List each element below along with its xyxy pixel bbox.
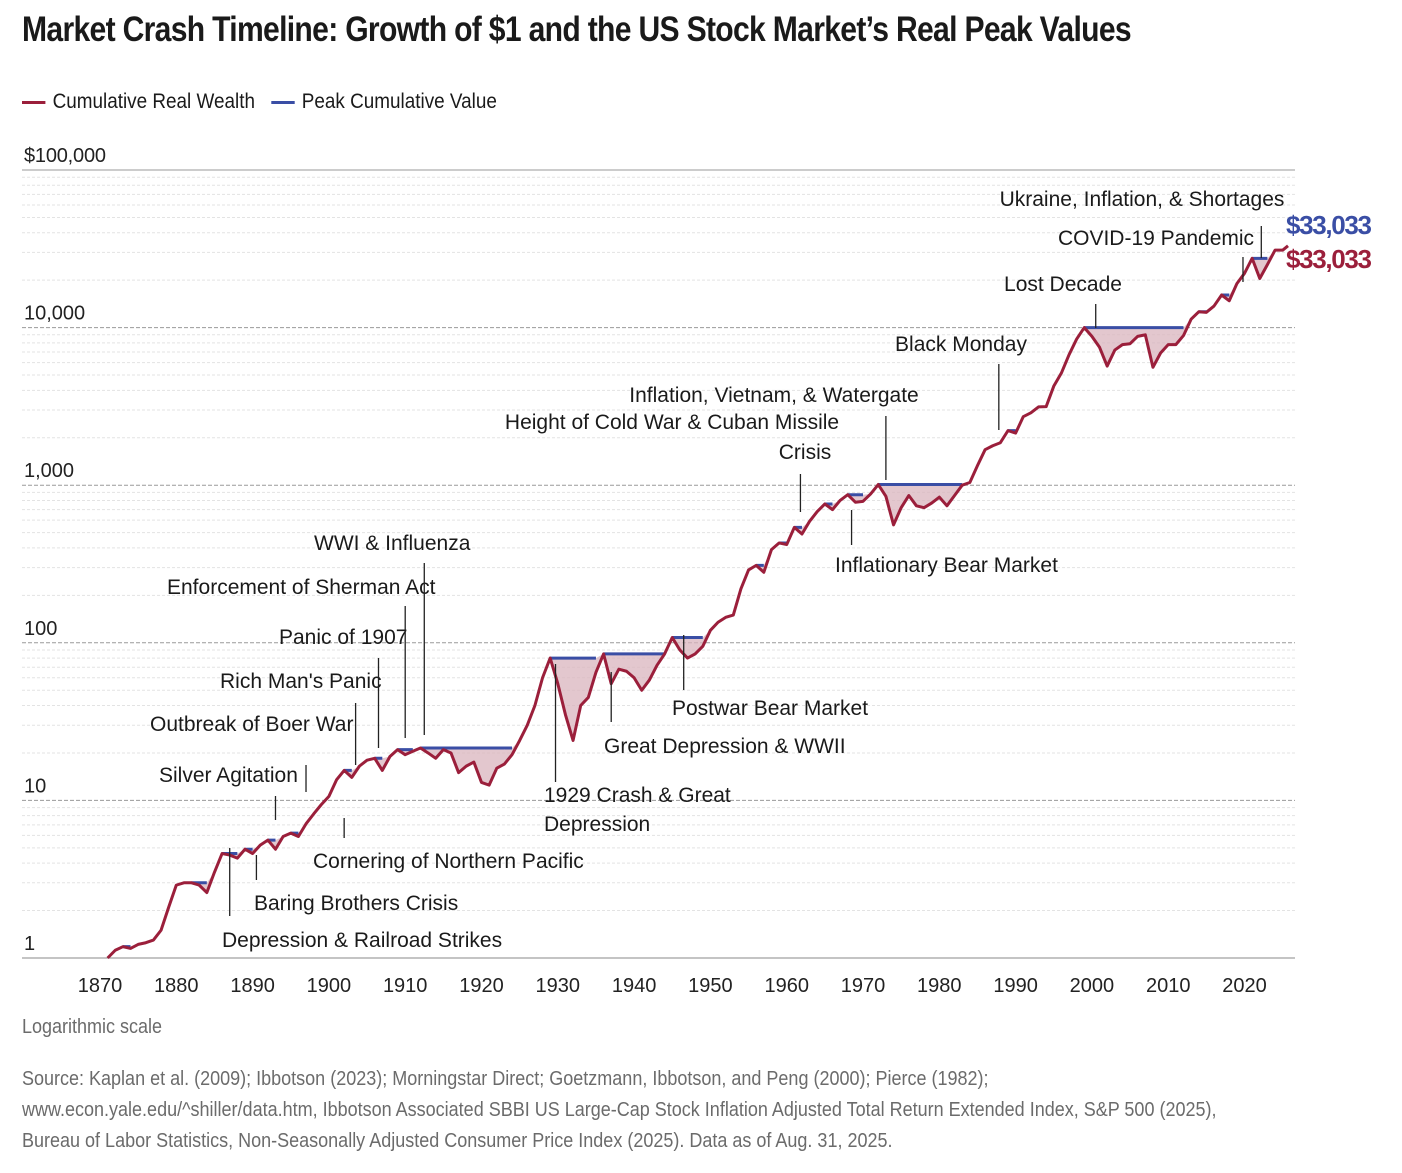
legend-label-peak: Peak Cumulative Value — [301, 90, 497, 113]
cumulative-wealth-line — [106, 244, 1289, 960]
annotation-label: Depression — [544, 813, 650, 836]
legend: Cumulative Real Wealth Peak Cumulative V… — [22, 90, 497, 114]
x-tick-label: 1890 — [230, 975, 275, 997]
annotation-label: Cornering of Northern Pacific — [313, 850, 584, 873]
x-tick-label: 1930 — [536, 975, 581, 997]
peak-value-line — [122, 256, 1268, 949]
y-tick-label: 10 — [24, 775, 46, 797]
x-tick-label: 1970 — [841, 975, 886, 997]
annotation-label: Enforcement of Sherman Act — [167, 576, 436, 599]
annotation-label: Baring Brothers Crisis — [254, 892, 458, 915]
y-tick-label: 10,000 — [24, 303, 85, 325]
line-chart: 1 10 100 1,000 10,000 $100,000 1870 1880 1890 190… — [22, 145, 1372, 997]
scale-note: Logarithmic scale — [22, 1016, 163, 1038]
x-tick-label: 2010 — [1146, 975, 1191, 997]
annotation-label: Ukraine, Inflation, & Shortages — [1000, 188, 1285, 211]
source-line: Bureau of Labor Statistics, Non-Seasonal… — [22, 1130, 893, 1152]
x-tick-label: 1960 — [764, 975, 809, 997]
chart-title: Market Crash Timeline: Growth of $1 and … — [22, 10, 1132, 49]
x-tick-label: 1990 — [993, 975, 1038, 997]
annotation-label: WWI & Influenza — [314, 532, 471, 555]
annotation-label: Outbreak of Boer War — [150, 713, 353, 736]
legend-item-peak: Peak Cumulative Value — [271, 90, 497, 114]
annotation-label: Great Depression & WWII — [604, 735, 846, 758]
drawdown-area — [107, 245, 1289, 959]
y-tick-label: 100 — [24, 618, 57, 640]
annotation-label: Depression & Railroad Strikes — [222, 929, 502, 952]
x-tick-label: 2020 — [1222, 975, 1267, 997]
y-tick-label: $100,000 — [24, 145, 106, 167]
x-tick-label: 1870 — [78, 975, 123, 997]
x-tick-label: 1910 — [383, 975, 428, 997]
legend-swatch-peak — [271, 100, 295, 104]
y-tick-label: 1,000 — [24, 460, 74, 482]
annotation-label: Rich Man's Panic — [220, 670, 382, 693]
x-tick-label: 1920 — [459, 975, 504, 997]
annotation-label: Height of Cold War & Cuban Missile — [505, 411, 839, 434]
end-label-peak: $33,033 — [1286, 210, 1372, 240]
x-tick-label: 1880 — [154, 975, 199, 997]
x-tick-label: 1900 — [307, 975, 352, 997]
source-note: Source: Kaplan et al. (2009); Ibbotson (… — [22, 1064, 1336, 1157]
x-tick-label: 1950 — [688, 975, 733, 997]
x-tick-label: 2000 — [1070, 975, 1115, 997]
annotation-label: Inflationary Bear Market — [835, 554, 1058, 577]
annotation-label: Inflation, Vietnam, & Watergate — [629, 384, 919, 407]
annotation-label: Crisis — [779, 441, 832, 464]
annotation-label: 1929 Crash & Great — [544, 784, 731, 807]
annotation-label: COVID-19 Pandemic — [1058, 227, 1254, 250]
x-tick-label: 1940 — [612, 975, 657, 997]
annotation-label: Panic of 1907 — [279, 626, 407, 649]
legend-item-wealth: Cumulative Real Wealth — [22, 90, 255, 114]
annotation-label: Lost Decade — [1004, 273, 1122, 296]
legend-label-wealth: Cumulative Real Wealth — [52, 90, 256, 113]
annotation-label: Postwar Bear Market — [672, 697, 868, 720]
y-tick-label: 1 — [24, 933, 35, 955]
annotation-label: Silver Agitation — [159, 764, 298, 787]
source-line: Source: Kaplan et al. (2009); Ibbotson (… — [22, 1068, 989, 1090]
legend-swatch-wealth — [22, 100, 46, 104]
end-label-wealth: $33,033 — [1286, 244, 1372, 274]
source-line: www.econ.yale.edu/^shiller/data.htm, Ibb… — [22, 1099, 1217, 1121]
x-tick-label: 1980 — [917, 975, 962, 997]
annotation-label: Black Monday — [895, 333, 1027, 356]
